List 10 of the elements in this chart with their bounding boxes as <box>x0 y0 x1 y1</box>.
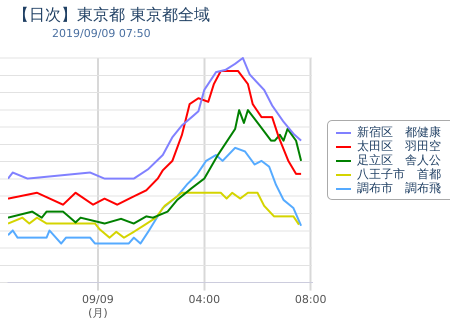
chart-title: 【日次】東京都 東京都全域 <box>13 5 210 26</box>
legend-label: 調布市 調布飛 <box>356 181 442 195</box>
x-tick-label: 04:00 <box>188 293 220 306</box>
chart-subtitle: 2019/09/09 07:50 <box>52 27 151 40</box>
x-tick-label: 09/09 (月) <box>82 293 114 320</box>
legend-label: 新宿区 都健康 <box>356 125 442 139</box>
legend-label: 足立区 舎人公 <box>356 153 442 167</box>
legend-label: 太田区 羽田空 <box>356 139 442 153</box>
legend-label: 八王子市 首都 <box>356 167 442 181</box>
x-tick-label: 08:00 <box>294 293 327 306</box>
